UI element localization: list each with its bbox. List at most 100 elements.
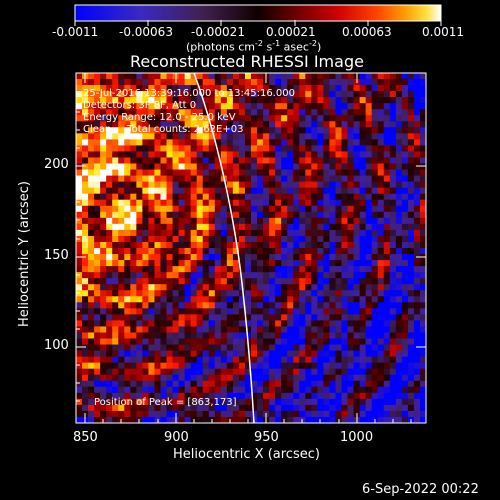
image-pixel <box>220 290 228 297</box>
image-pixel <box>269 308 276 315</box>
image-pixel <box>335 356 343 364</box>
image-pixel <box>244 248 252 255</box>
image-pixel <box>341 326 349 333</box>
image-pixel <box>281 398 288 406</box>
image-pixel <box>383 314 391 321</box>
image-pixel <box>323 320 330 327</box>
image-pixel <box>353 139 361 146</box>
image-pixel <box>389 121 397 128</box>
image-pixel <box>82 91 89 98</box>
image-pixel <box>419 157 426 165</box>
image-pixel <box>94 248 101 255</box>
image-pixel <box>166 404 174 412</box>
image-pixel <box>299 97 306 104</box>
image-pixel <box>112 296 119 303</box>
image-pixel <box>275 223 282 231</box>
image-pixel <box>166 223 174 231</box>
image-pixel <box>251 109 258 116</box>
image-pixel <box>353 169 361 177</box>
image-pixel <box>251 91 258 98</box>
image-pixel <box>106 145 113 152</box>
image-pixel <box>401 217 409 225</box>
image-pixel <box>329 266 336 273</box>
image-pixel <box>244 175 252 183</box>
image-pixel <box>232 374 240 382</box>
image-pixel <box>160 163 168 171</box>
image-pixel <box>377 278 385 285</box>
image-pixel <box>148 157 155 165</box>
image-pixel <box>323 266 330 273</box>
image-pixel <box>371 97 379 104</box>
image-pixel <box>317 278 324 285</box>
image-pixel <box>287 284 294 291</box>
image-pixel <box>196 332 204 340</box>
image-pixel <box>190 308 198 315</box>
image-pixel <box>419 109 426 116</box>
image-pixel <box>214 368 222 376</box>
image-pixel <box>341 344 349 352</box>
image-pixel <box>413 169 421 177</box>
image-pixel <box>263 326 270 333</box>
image-pixel <box>76 284 83 291</box>
image-pixel <box>82 302 89 309</box>
image-pixel <box>226 133 234 140</box>
image-pixel <box>287 380 294 388</box>
image-pixel <box>112 157 119 165</box>
image-pixel <box>251 344 258 352</box>
image-pixel <box>244 320 252 327</box>
image-pixel <box>142 115 149 122</box>
image-pixel <box>166 338 174 346</box>
image-pixel <box>353 308 361 315</box>
image-pixel <box>263 241 270 249</box>
image-pixel <box>329 290 336 297</box>
image-pixel <box>329 362 336 370</box>
image-pixel <box>293 193 300 201</box>
image-pixel <box>76 332 83 340</box>
image-pixel <box>208 73 216 80</box>
image-pixel <box>257 127 264 134</box>
image-pixel <box>214 187 222 195</box>
image-pixel <box>269 139 276 146</box>
image-pixel <box>238 338 246 346</box>
image-pixel <box>407 79 415 86</box>
image-pixel <box>160 308 168 315</box>
image-pixel <box>226 266 234 273</box>
image-pixel <box>88 398 95 406</box>
image-pixel <box>82 284 89 291</box>
image-pixel <box>269 284 276 291</box>
image-pixel <box>232 296 240 303</box>
image-pixel <box>263 169 270 177</box>
image-pixel <box>160 266 168 273</box>
image-pixel <box>407 97 415 104</box>
image-pixel <box>413 151 421 158</box>
image-pixel <box>208 217 216 225</box>
image-pixel <box>148 73 155 80</box>
image-pixel <box>311 97 318 104</box>
image-pixel <box>383 248 391 255</box>
image-pixel <box>118 169 125 177</box>
image-pixel <box>317 260 324 267</box>
image-pixel <box>184 314 192 321</box>
image-pixel <box>184 296 192 303</box>
image-pixel <box>389 193 397 201</box>
image-pixel <box>389 163 397 171</box>
image-pixel <box>257 380 264 388</box>
image-pixel <box>202 320 210 327</box>
image-pixel <box>214 79 222 86</box>
image-pixel <box>341 278 349 285</box>
image-pixel <box>371 103 379 110</box>
image-pixel <box>347 248 355 255</box>
image-pixel <box>347 139 355 146</box>
image-pixel <box>317 115 324 122</box>
image-pixel <box>214 278 222 285</box>
image-pixel <box>94 109 101 116</box>
image-pixel <box>202 314 210 321</box>
image-pixel <box>323 115 330 122</box>
image-pixel <box>389 205 397 213</box>
image-pixel <box>136 392 143 400</box>
image-pixel <box>287 181 294 189</box>
image-pixel <box>287 386 294 394</box>
image-pixel <box>172 338 180 346</box>
image-pixel <box>419 193 426 201</box>
image-pixel <box>166 302 174 309</box>
